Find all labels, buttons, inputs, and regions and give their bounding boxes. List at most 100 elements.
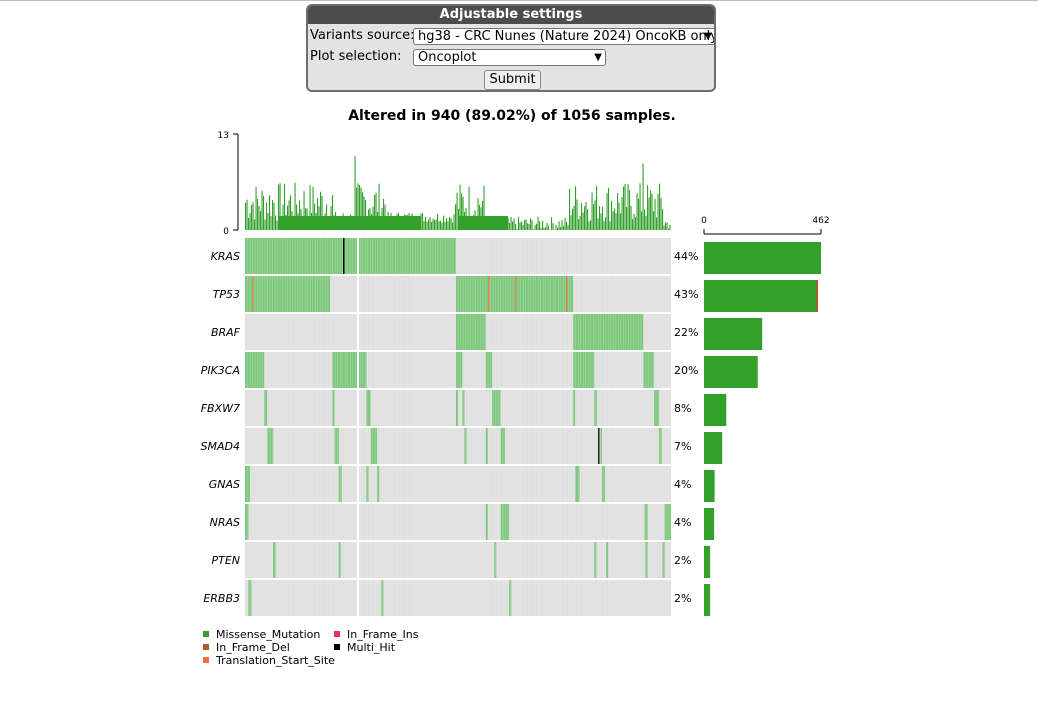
histogram-bar <box>606 193 608 230</box>
mutation-cell <box>381 580 384 616</box>
histogram-bar <box>524 220 526 230</box>
histogram-bar <box>528 224 530 230</box>
mutation-cell <box>594 390 597 426</box>
histogram-bar <box>558 221 560 230</box>
plot-selection-select[interactable]: Oncoplot ▼ <box>413 49 606 66</box>
histogram-bar <box>452 222 454 230</box>
mutation-cell <box>643 352 654 388</box>
histogram-bar <box>245 202 247 230</box>
gene-bar <box>704 318 763 350</box>
gene-label: GNAS <box>209 478 240 491</box>
histogram-bar <box>567 224 569 230</box>
histogram-bar <box>363 196 365 230</box>
histogram-bar <box>443 215 445 230</box>
gene-bar <box>704 584 711 616</box>
histogram-bar <box>252 202 254 230</box>
mutation-cell <box>245 238 456 274</box>
histogram-bar <box>560 226 562 230</box>
histogram-bar <box>525 219 527 230</box>
submit-button[interactable]: Submit <box>484 70 541 90</box>
settings-title: Adjustable settings <box>308 6 714 24</box>
histogram-bar <box>570 215 572 230</box>
gene-label: SMAD4 <box>201 440 240 453</box>
legend-item-in-frame-ins: In_Frame_Ins <box>334 628 418 641</box>
mutation-cell <box>485 428 488 464</box>
histogram-bar <box>294 182 296 230</box>
mutation-cell <box>500 428 505 464</box>
histogram-bar <box>561 220 563 230</box>
mutation-cell <box>594 542 597 578</box>
gene-percentage: 4% <box>674 478 691 491</box>
histogram-bar <box>576 199 578 230</box>
gene-percentage: 22% <box>674 326 698 339</box>
mutation-cell <box>370 428 378 464</box>
gene-label: ERBB3 <box>203 592 240 605</box>
histogram-bar <box>644 209 646 230</box>
multi-hit-cell <box>598 428 600 464</box>
mutation-cell <box>575 466 580 502</box>
histogram-bar <box>597 218 599 230</box>
histogram-bar <box>435 219 437 230</box>
histogram-bar <box>423 221 425 230</box>
histogram-bar <box>356 187 358 230</box>
histogram-bar <box>641 211 643 230</box>
histogram-bar <box>545 227 547 230</box>
mutation-cell <box>462 390 465 426</box>
histogram-bar <box>321 196 323 230</box>
histogram-bar <box>554 229 556 230</box>
gene-label: PIK3CA <box>201 364 240 377</box>
histogram-bar <box>572 208 574 230</box>
variants-source-select[interactable]: hg38 - CRC Nunes (Nature 2024) OncoKB on… <box>413 28 714 45</box>
histogram-bar <box>563 225 565 230</box>
histogram-bar <box>254 219 256 230</box>
histogram-bar <box>516 229 518 230</box>
histogram-bar <box>624 184 626 230</box>
histogram-bar <box>611 200 613 230</box>
histogram-bar <box>533 229 535 230</box>
mutation-cell <box>502 504 510 540</box>
histogram-bar <box>663 225 665 230</box>
histogram-bar <box>668 228 670 230</box>
histogram-bar <box>429 217 431 230</box>
histogram-bar <box>359 185 361 230</box>
histogram-bar <box>434 220 436 230</box>
histogram-bar <box>629 190 631 230</box>
histogram-bar <box>383 198 385 230</box>
histogram-bar <box>602 206 604 230</box>
histogram-bar <box>518 217 520 230</box>
histogram-bar <box>251 204 253 230</box>
histogram-bar <box>593 204 595 230</box>
histogram-bar <box>590 220 592 230</box>
histogram-bar <box>552 223 554 230</box>
histogram-bar <box>288 200 290 230</box>
histogram-bar <box>461 193 463 230</box>
histogram-bar <box>569 188 571 230</box>
gene-bar <box>704 394 727 426</box>
histogram-bar <box>669 224 671 230</box>
histogram-bar <box>612 211 614 230</box>
mutation-cell <box>338 542 341 578</box>
histogram-bar <box>360 187 362 230</box>
legend-swatch <box>334 631 340 637</box>
histogram-bar <box>542 221 544 230</box>
histogram-bar <box>270 216 272 230</box>
histogram-bar <box>642 163 644 230</box>
histogram-bar <box>653 211 655 230</box>
histogram-bar <box>657 193 659 230</box>
histogram-bar <box>635 217 637 230</box>
histogram-bar <box>354 156 356 230</box>
histogram-bar <box>450 218 452 230</box>
histogram-bar <box>543 227 545 230</box>
mutation-cell <box>273 542 276 578</box>
settings-panel: Adjustable settings Variants source: hg3… <box>306 4 716 92</box>
gene-bar <box>704 470 715 502</box>
legend-item-in-frame-del: In_Frame_Del <box>203 641 290 654</box>
histogram-bar <box>483 185 485 230</box>
histogram-bar <box>623 186 625 230</box>
histogram-bar <box>546 223 548 230</box>
histogram-base-block <box>458 216 508 230</box>
histogram-bar <box>530 218 532 230</box>
histogram-bar <box>596 186 598 230</box>
histogram-bar <box>617 192 619 230</box>
histogram-bar <box>519 222 521 230</box>
